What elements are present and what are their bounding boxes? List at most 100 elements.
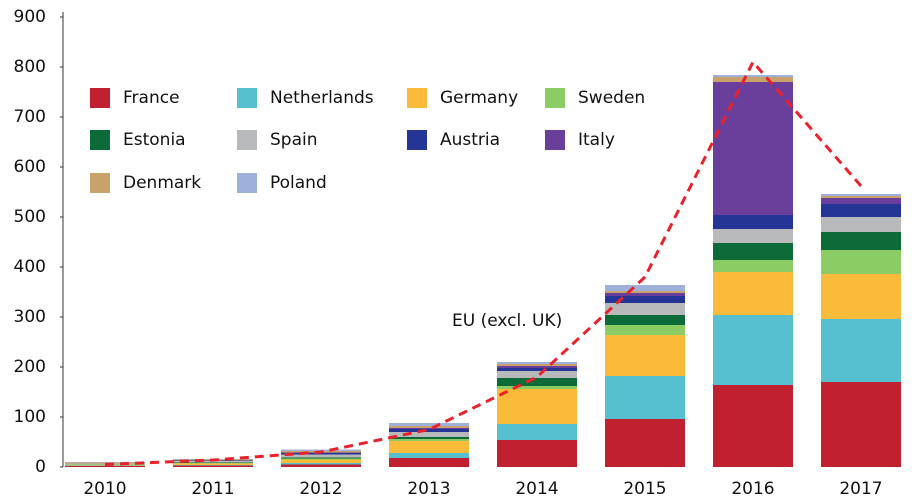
- x-tick-label: 2010: [83, 479, 126, 499]
- bar-segment: [281, 453, 361, 455]
- bar-segment: [821, 196, 901, 198]
- legend-swatch: [90, 88, 110, 108]
- x-tick-label: 2015: [623, 479, 666, 499]
- bar-segment: [497, 364, 577, 366]
- legend-label: Netherlands: [270, 88, 374, 108]
- legend-label: France: [123, 88, 180, 108]
- bar-segment: [389, 458, 469, 467]
- bar-segment: [389, 437, 469, 439]
- y-tick-label: 0: [35, 457, 46, 477]
- legend-label: Sweden: [578, 88, 645, 108]
- bar-segment: [389, 439, 469, 441]
- bar-segment: [605, 419, 685, 467]
- bar-segment: [389, 428, 469, 429]
- bar-segment: [65, 465, 145, 466]
- bar-segment: [821, 217, 901, 232]
- legend-swatch: [545, 88, 565, 108]
- bar-segment: [821, 198, 901, 204]
- bar-segment: [497, 368, 577, 371]
- bar-segment: [281, 464, 361, 467]
- bar-segment: [497, 424, 577, 440]
- y-tick-label: 700: [14, 107, 46, 127]
- legend-swatch: [90, 130, 110, 150]
- bar-segment: [605, 293, 685, 296]
- y-tick-label: 600: [14, 157, 46, 177]
- legend-swatch: [90, 173, 110, 193]
- bar-segment: [281, 457, 361, 459]
- bar-segment: [713, 77, 793, 82]
- bar-segment: [497, 389, 577, 424]
- bar-segment: [713, 385, 793, 467]
- bar-segment: [173, 465, 253, 466]
- bar-segment: [497, 378, 577, 386]
- bar-segment: [65, 466, 145, 467]
- legend-label: Germany: [440, 88, 518, 108]
- bar-segment: [497, 362, 577, 364]
- bar-segment: [389, 453, 469, 458]
- x-tick-label: 2013: [407, 479, 450, 499]
- bar-segment: [713, 229, 793, 243]
- bar-segment: [281, 454, 361, 458]
- bar-segment: [281, 449, 361, 451]
- y-tick-label: 400: [14, 257, 46, 277]
- bar-segment: [173, 463, 253, 464]
- bar-segment: [389, 426, 469, 428]
- bar-segment: [821, 250, 901, 274]
- legend-label: Italy: [578, 130, 615, 150]
- bar-segment: [605, 335, 685, 376]
- bar-segment: [821, 204, 901, 217]
- y-tick-label: 500: [14, 207, 46, 227]
- y-tick-label: 100: [14, 407, 46, 427]
- legend-swatch: [407, 88, 427, 108]
- bar-segment: [821, 274, 901, 319]
- bar-segment: [713, 260, 793, 272]
- x-tick-label: 2014: [515, 479, 558, 499]
- bar-segment: [713, 243, 793, 260]
- legend-swatch: [237, 88, 257, 108]
- bar-segment: [713, 315, 793, 385]
- y-tick-label: 800: [14, 57, 46, 77]
- bar-segment: [605, 303, 685, 315]
- bar-segment: [497, 371, 577, 378]
- bar-segment: [281, 458, 361, 460]
- x-tick-label: 2017: [839, 479, 882, 499]
- bar-segment: [713, 215, 793, 229]
- legend-label: Spain: [270, 130, 318, 150]
- bar-segment: [173, 462, 253, 463]
- bar-segment: [713, 82, 793, 215]
- bar-segment: [821, 232, 901, 250]
- legend-swatch: [407, 130, 427, 150]
- bar-segment: [605, 296, 685, 303]
- legend-label: Denmark: [123, 173, 201, 193]
- bar-segment: [281, 459, 361, 463]
- bar-segment: [173, 465, 253, 467]
- bar-segment: [389, 441, 469, 453]
- x-tick-label: 2011: [191, 479, 234, 499]
- bar-segment: [389, 429, 469, 432]
- bar-segment: [65, 462, 145, 463]
- y-tick-label: 300: [14, 307, 46, 327]
- bar-segment: [65, 465, 145, 466]
- x-tick-label: 2016: [731, 479, 774, 499]
- legend-label: Estonia: [123, 130, 186, 150]
- bar-segment: [497, 386, 577, 389]
- bar-segment: [605, 291, 685, 293]
- bar-segment: [173, 461, 253, 463]
- bar-segment: [173, 463, 253, 465]
- eu-line: [104, 59, 863, 466]
- legend-swatch: [237, 130, 257, 150]
- legend-label: Poland: [270, 173, 327, 193]
- bar-segment: [497, 440, 577, 467]
- bar-segment: [821, 194, 901, 196]
- bar-segment: [389, 423, 469, 426]
- bar-segment: [281, 463, 361, 465]
- bar-segment: [605, 376, 685, 419]
- bar-segment: [605, 325, 685, 335]
- y-tick-label: 900: [14, 7, 46, 27]
- bar-segment: [821, 319, 901, 382]
- line-annotation: EU (excl. UK): [452, 311, 562, 331]
- bar-segment: [389, 432, 469, 437]
- bar-segment: [497, 366, 577, 368]
- bar-segment: [713, 75, 793, 77]
